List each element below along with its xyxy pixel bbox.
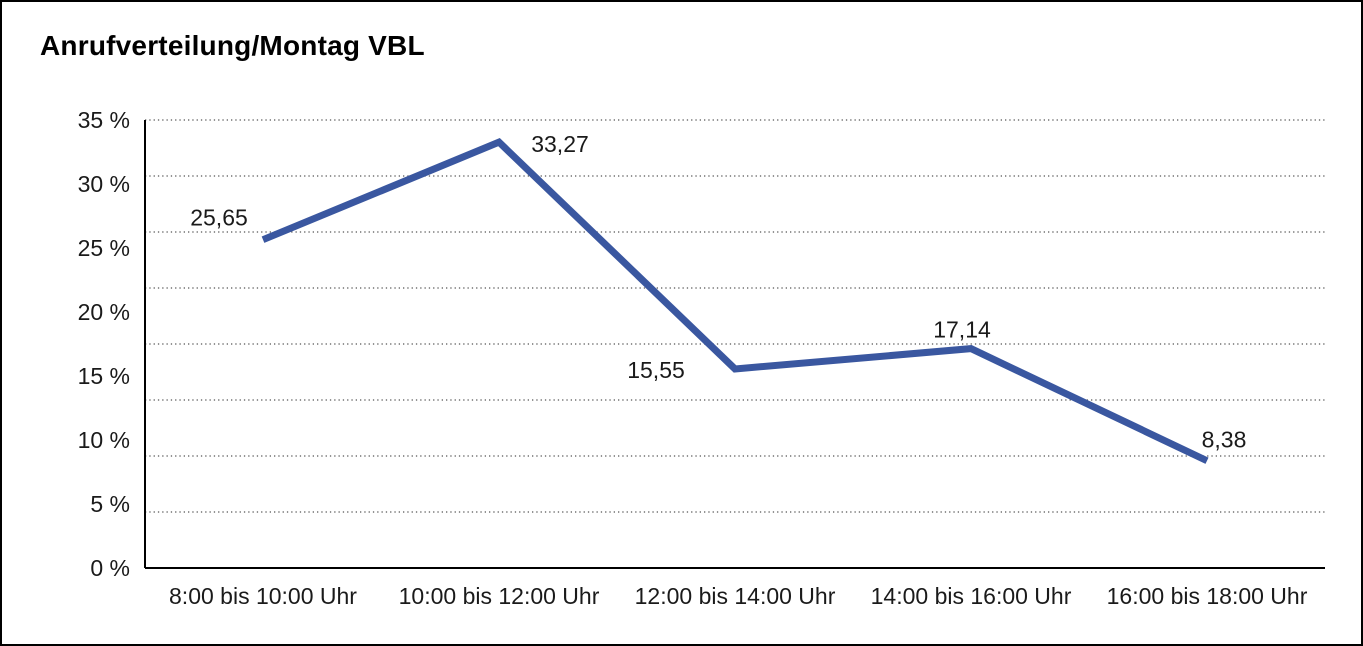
x-tick-label: 10:00 bis 12:00 Uhr — [399, 583, 600, 609]
y-tick-label: 5 % — [90, 491, 130, 517]
data-label: 25,65 — [190, 205, 248, 231]
y-tick-label: 35 % — [78, 107, 130, 133]
y-tick-label: 30 % — [78, 171, 130, 197]
x-tick-label: 16:00 bis 18:00 Uhr — [1107, 583, 1308, 609]
data-label: 15,55 — [627, 357, 685, 383]
y-tick-label: 25 % — [78, 235, 130, 261]
x-tick-label: 14:00 bis 16:00 Uhr — [871, 583, 1072, 609]
data-label: 33,27 — [531, 131, 589, 157]
y-tick-label: 15 % — [78, 363, 130, 389]
x-tick-label: 8:00 bis 10:00 Uhr — [169, 583, 357, 609]
data-label: 8,38 — [1202, 427, 1247, 453]
y-tick-label: 20 % — [78, 299, 130, 325]
y-tick-label: 0 % — [90, 555, 130, 581]
y-tick-label: 10 % — [78, 427, 130, 453]
x-tick-label: 12:00 bis 14:00 Uhr — [635, 583, 836, 609]
chart-title: Anrufverteilung/Montag VBL — [40, 30, 425, 61]
data-line — [261, 138, 1209, 464]
data-label: 17,14 — [933, 317, 991, 343]
